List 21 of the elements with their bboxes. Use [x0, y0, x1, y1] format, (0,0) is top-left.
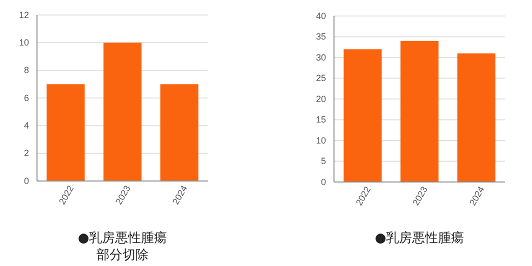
- y-tick-label: 4: [24, 120, 29, 131]
- y-tick-label: 20: [316, 94, 326, 104]
- text: ●乳房悪性腫瘍部分切除: [78, 230, 168, 263]
- y-tick-label: 30: [316, 52, 326, 62]
- y-tick-label: 5: [320, 156, 326, 166]
- bar: [400, 40, 439, 182]
- y-tick-label: 25: [316, 73, 326, 84]
- y-tick-label: 15: [316, 114, 326, 125]
- bar: [457, 53, 496, 182]
- y-tick-label: 2: [24, 148, 29, 158]
- text: ●乳房悪性腫瘍: [374, 230, 464, 246]
- y-tick-label: 10: [316, 135, 326, 146]
- y-tick-label: 6: [24, 92, 29, 103]
- y-tick-label: 0: [320, 176, 326, 187]
- bar: [344, 49, 382, 182]
- y-tick-label: 0: [24, 176, 29, 186]
- y-tick-label: 40: [316, 10, 326, 21]
- y-tick-label: 10: [18, 38, 29, 48]
- y-tick-label: 12: [18, 10, 29, 20]
- y-tick-label: 8: [24, 65, 29, 76]
- y-tick-label: 35: [316, 32, 326, 42]
